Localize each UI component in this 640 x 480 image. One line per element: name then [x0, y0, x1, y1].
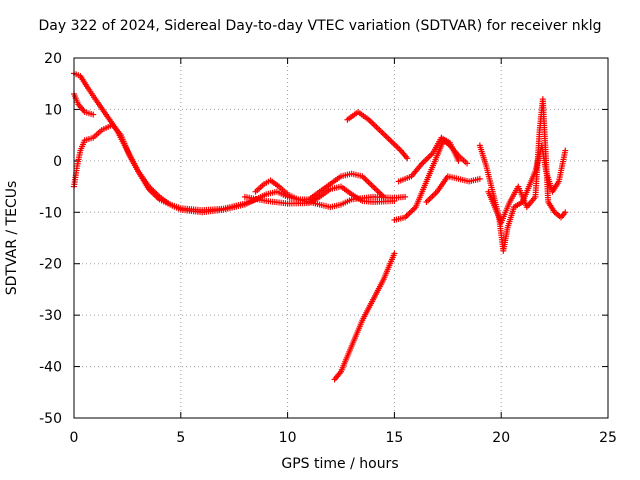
data-point	[391, 250, 398, 257]
x-tick-label: 0	[70, 430, 79, 446]
y-tick-label: -20	[39, 257, 62, 273]
x-tick-label: 25	[599, 430, 617, 446]
x-tick-label: 5	[176, 430, 185, 446]
data-points	[71, 70, 569, 383]
x-tick-label: 15	[385, 430, 403, 446]
y-tick-label: 10	[44, 102, 62, 118]
plot-frame	[73, 57, 609, 419]
data-point	[391, 197, 398, 204]
data-point	[90, 111, 97, 118]
data-point	[476, 175, 483, 182]
y-tick-label: 20	[44, 51, 62, 67]
y-tick-label: -10	[39, 205, 62, 221]
y-tick-label: 0	[53, 154, 62, 170]
data-point	[402, 193, 409, 200]
y-tick-label: -50	[39, 411, 62, 427]
axis-ticks: 0 5 10 15 20 25 20 10 0 -10 -20 -30 -40 -50	[39, 51, 617, 446]
y-tick-label: -40	[39, 360, 62, 376]
y-tick-label: -30	[39, 308, 62, 324]
chart-title: Day 322 of 2024, Sidereal Day-to-day VTE…	[38, 18, 602, 34]
x-tick-label: 10	[279, 430, 297, 446]
data-point	[562, 147, 569, 154]
grid-lines	[74, 58, 608, 418]
data-point	[562, 209, 569, 216]
x-axis-label: GPS time / hours	[281, 456, 399, 472]
data-point	[455, 157, 462, 164]
x-tick-label: 20	[492, 430, 510, 446]
data-point	[464, 160, 471, 167]
data-point	[404, 155, 411, 162]
